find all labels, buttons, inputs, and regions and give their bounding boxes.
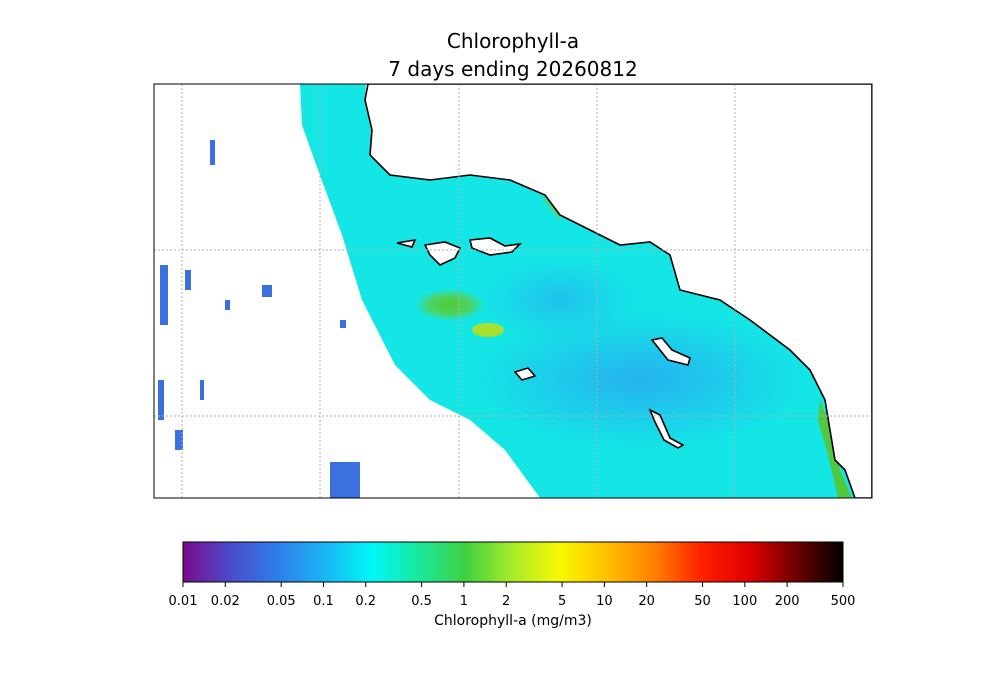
title-line: Chlorophyll-a	[447, 29, 579, 53]
map	[154, 84, 872, 498]
colorbar-tick-label: 0.05	[267, 594, 296, 609]
colorbar-tick-label: 0.02	[211, 594, 240, 609]
colorbar-label: Chlorophyll-a (mg/m3)	[434, 613, 592, 629]
colorbar-tick-label: 5	[558, 594, 566, 609]
coastline	[364, 84, 872, 498]
colorbar-tick-label: 0.5	[411, 594, 432, 609]
colorbar-tick-label: 200	[775, 594, 800, 609]
colorbar-tick-label: 100	[732, 594, 757, 609]
colorbar-tick-label: 0.01	[169, 594, 198, 609]
title-line: 7 days ending 20260812	[388, 57, 637, 81]
colorbar-tick-label: 0.2	[355, 594, 376, 609]
colorbar-tick-label: 500	[831, 594, 856, 609]
colorbar-tick-label: 0.1	[313, 594, 334, 609]
colorbar-tick-label: 10	[596, 594, 613, 609]
colorbar-tick-label: 20	[638, 594, 655, 609]
colorbar-tick-label: 2	[502, 594, 510, 609]
map-frame	[153, 83, 873, 499]
colorbar-tick-label: 50	[694, 594, 711, 609]
colorbar-tick-label: 1	[460, 594, 468, 609]
colorbar	[182, 541, 844, 583]
